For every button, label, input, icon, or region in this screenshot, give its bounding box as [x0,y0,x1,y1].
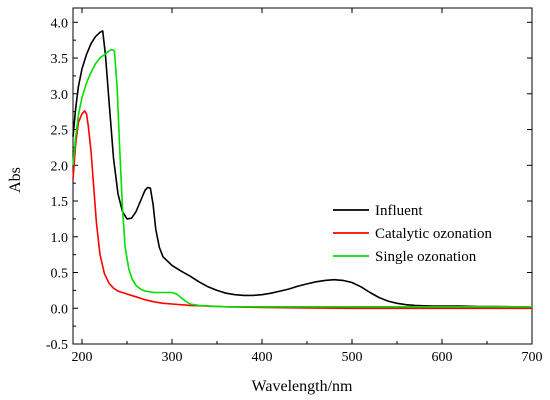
legend-label: Single ozonation [375,249,477,265]
series-layer [72,30,532,310]
y-tick-label: 3.5 [51,52,69,67]
y-tick-label: 4.0 [51,16,69,31]
y-tick-label: 2.0 [51,159,69,174]
x-tick-label: 300 [162,350,183,365]
y-tick-label: -0.5 [46,338,68,353]
y-tick-label: 0.5 [51,267,69,282]
y-tick-label: 0.0 [51,302,69,317]
series-single-ozonation-line [72,48,532,308]
plot-frame-layer [72,7,533,345]
x-tick-label: 400 [252,350,273,365]
x-tick-label: 700 [522,350,543,365]
series-influent-line [72,30,532,308]
y-tick-label: 3.0 [51,88,69,103]
x-tick-label: 200 [72,350,93,365]
y-axis-title: Abs [7,167,24,193]
legend-label: Influent [375,203,423,219]
x-axis-ticks: 200 300 400 500 600 700 [72,8,543,365]
series-catalytic-ozonation-line [72,110,532,310]
x-tick-label: 600 [432,350,453,365]
y-tick-label: 1.0 [51,231,69,246]
plot-frame [72,7,533,345]
y-tick-label: 2.5 [51,124,69,139]
legend: Influent Catalytic ozonation Single ozonat… [333,203,493,265]
legend-label: Catalytic ozonation [375,226,493,242]
x-tick-label: 500 [342,350,363,365]
y-tick-label: 1.5 [51,195,69,210]
x-axis-title: Wavelength/nm [252,378,353,395]
y-axis-ticks: -0.5 0.0 0.5 1.0 1.5 2.0 2.5 3.0 3.5 4.0 [46,16,532,353]
